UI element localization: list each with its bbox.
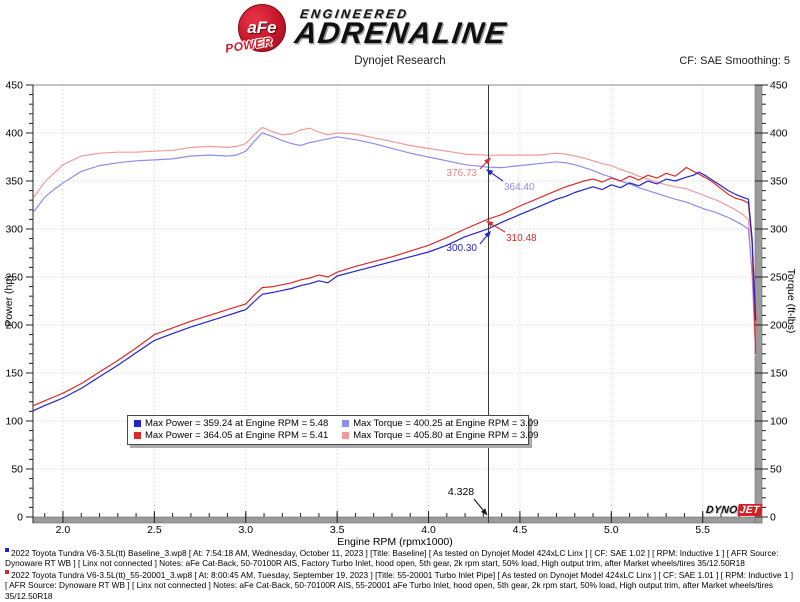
y-left-tick-label: 300	[5, 224, 23, 236]
cf-smoothing-label: CF: SAE Smoothing: 5	[679, 55, 790, 67]
y-right-tick-label: 0	[770, 512, 776, 524]
curve-power-baseline	[33, 171, 757, 411]
legend-entry-torque-baseline: Max Torque = 400.25 at Engine RPM = 3.09	[342, 418, 538, 429]
y-left-tick-label: 0	[17, 512, 23, 524]
cursor-readout-value: 310.48	[506, 233, 537, 244]
cursor-rpm-arrow-head	[480, 508, 488, 516]
cursor-readout-arrow-head	[484, 157, 491, 165]
x-axis-tick-label: 3.5	[330, 524, 345, 536]
legend-swatch-power-baseline	[134, 420, 141, 427]
x-axis-title: Engine RPM (rpmx1000)	[337, 536, 453, 548]
legend-entry-power-baseline: Max Power = 359.24 at Engine RPM = 5.48	[134, 418, 328, 429]
cursor-readout-value: 376.73	[446, 168, 477, 179]
y-left-tick-label: 150	[5, 368, 23, 380]
legend-label: Max Power = 364.05 at Engine RPM = 5.41	[145, 430, 329, 441]
legend-label: Max Torque = 400.25 at Engine RPM = 3.09	[353, 418, 539, 429]
cursor-readout-arrow-line	[479, 235, 487, 245]
y-left-tick-label: 400	[5, 128, 23, 140]
legend-label: Max Torque = 405.80 at Engine RPM = 3.09	[353, 430, 539, 441]
legend-entry-torque-intake: Max Torque = 405.80 at Engine RPM = 3.09	[342, 430, 538, 441]
x-axis-bar	[32, 516, 763, 524]
y-right-tick-label: 150	[770, 368, 788, 380]
curve-torque-baseline	[33, 132, 757, 324]
run-info-text: 2022 Toyota Tundra V6-3.5L(tt) Baseline_…	[5, 548, 779, 569]
run-info-baseline: 2022 Toyota Tundra V6-3.5L(tt) Baseline_…	[5, 548, 797, 569]
y-right-tick-label: 400	[770, 128, 788, 140]
y-left-tick-label: 450	[5, 80, 23, 92]
x-axis-tick-label: 2.0	[56, 524, 71, 536]
legend-swatch-power-intake	[134, 432, 141, 439]
cursor-readout-arrow-line	[479, 162, 487, 170]
x-axis-tick-label: 3.0	[238, 524, 253, 536]
y-left-tick-label: 350	[5, 176, 23, 188]
cursor-rpm-label: 4.328	[448, 486, 474, 498]
cursor-readout-arrow-head	[484, 230, 491, 238]
y-left-tick-label: 50	[11, 464, 23, 476]
x-axis-tick-label: 2.5	[147, 524, 162, 536]
cursor-readout-arrow-head	[485, 169, 494, 176]
run-info-text: 2022 Toyota Tundra V6-3.5L(tt)_55-20001_…	[5, 569, 794, 601]
x-axis-tick-label: 4.0	[421, 524, 436, 536]
cursor-readout-arrow-line	[491, 172, 504, 182]
legend-swatch-torque-baseline	[342, 420, 350, 427]
cursor-readout-value: 300.30	[446, 243, 477, 254]
x-axis-tick-label: 4.5	[513, 524, 528, 536]
dynojet-logo-dyno: DYNO	[705, 504, 739, 516]
cursor-readout-arrow-line	[491, 223, 506, 233]
run-info-intake: 2022 Toyota Tundra V6-3.5L(tt)_55-20001_…	[5, 569, 797, 601]
legend-swatch-torque-intake	[342, 432, 350, 439]
y-right-tick-label: 450	[770, 80, 788, 92]
cursor-rpm-arrow-line	[473, 498, 484, 511]
page-title: Dynojet Research	[354, 55, 446, 67]
legend-label: Max Power = 359.24 at Engine RPM = 5.48	[145, 418, 329, 429]
y-left-tick-label: 200	[5, 320, 23, 332]
curve-power-intake	[33, 166, 757, 407]
curve-torque-intake	[33, 126, 757, 357]
x-axis-tick-label: 5.0	[604, 524, 619, 536]
run-info-footer: 2022 Toyota Tundra V6-3.5L(tt) Baseline_…	[5, 548, 797, 602]
afe-logo-text: aFe	[247, 18, 277, 37]
y-right-tick-label: 200	[770, 320, 788, 332]
afe-logo-badge: aFe	[238, 4, 286, 52]
run-marker-intake	[5, 569, 9, 574]
cursor-readout-value: 364.40	[504, 182, 535, 193]
y-right-axis-title: Torque (ft-lbs)	[785, 269, 797, 334]
dynojet-logo-jet: JET	[736, 504, 763, 516]
y-right-tick-label: 350	[770, 176, 788, 188]
y-right-tick-label: 100	[770, 416, 788, 428]
right-axis-bar	[754, 84, 763, 524]
run-marker-baseline	[5, 548, 9, 552]
cursor-readout-arrow-head	[485, 220, 494, 227]
legend-box: Max Power = 359.24 at Engine RPM = 5.48 …	[127, 415, 538, 445]
dynojet-logo: DYNOJET	[705, 504, 763, 516]
y-right-tick-label: 300	[770, 224, 788, 236]
y-left-axis-title: Power (hp)	[3, 275, 15, 326]
y-left-tick-label: 100	[5, 416, 23, 428]
legend-entry-power-intake: Max Power = 364.05 at Engine RPM = 5.41	[134, 430, 328, 441]
x-axis-tick-label: 5.5	[695, 524, 710, 536]
y-right-tick-label: 250	[770, 272, 788, 284]
y-right-tick-label: 50	[770, 464, 782, 476]
y-left-tick-label: 250	[5, 272, 23, 284]
